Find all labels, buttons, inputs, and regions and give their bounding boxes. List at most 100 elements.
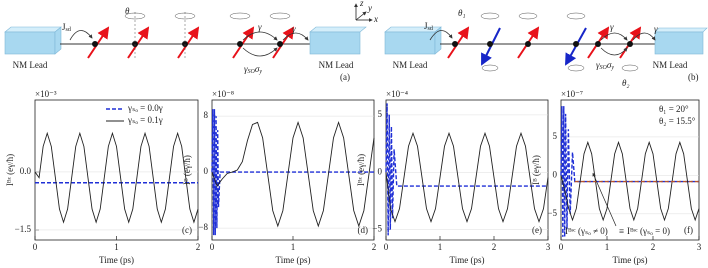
subscript: y (610, 65, 614, 71)
exchange-label: Jsd (62, 22, 71, 33)
hop-arc (282, 32, 309, 41)
hop-arc (632, 32, 656, 41)
data-line (385, 131, 549, 224)
lead (4, 26, 62, 33)
data-line (211, 120, 375, 228)
lead-label: NM Lead (653, 60, 688, 70)
x-tick-label: 1 (291, 242, 296, 252)
angle-label: θ₂ (622, 78, 630, 88)
soc-label: γSOσy (596, 60, 614, 71)
exponent: ×10⁻⁷ (561, 89, 583, 99)
y-tick-label: −8 (198, 222, 208, 232)
lead (654, 31, 704, 55)
annotation: θ₁ = 20° (659, 104, 689, 114)
soc-arc (600, 47, 628, 56)
lead (4, 31, 56, 55)
soc-arc (242, 47, 278, 57)
panel-label: (b) (688, 72, 699, 82)
lead (54, 26, 62, 55)
hop-arc (600, 32, 628, 41)
x-tick-label: 1 (605, 242, 610, 252)
spins (87, 26, 295, 59)
axes-icon (354, 3, 373, 22)
panel-label: (f) (684, 225, 693, 235)
panel-label: (a) (340, 72, 350, 82)
lead-label: NM Lead (319, 60, 354, 70)
x-tick-label: 2 (372, 242, 377, 252)
schematic-b: NM Lead NM Lead θ₁ θ₂ Jsd γ γ γSOσy (b) (384, 8, 708, 88)
data-line (385, 103, 548, 236)
legend-label: γₛₒ = 0.0γ (127, 103, 163, 113)
hop-label: γ (610, 22, 614, 32)
equivalence-right: Iᴮˢᶜ (γₛₒ = 0) (627, 226, 670, 236)
y-tick-label: 8 (204, 110, 209, 120)
y-axis-label: Iᴮ (eγ/ħ) (531, 155, 541, 185)
hop-label: γ (258, 22, 262, 32)
exponent: ×10⁻³ (35, 89, 57, 99)
y-tick-label: 0.0 (20, 166, 32, 176)
hop-label: γ (292, 24, 296, 34)
y-tick-label: 0 (204, 166, 209, 176)
x-tick-label: 2 (492, 242, 497, 252)
panel-label: (e) (532, 225, 542, 235)
precession (480, 12, 639, 72)
symbol: J (62, 22, 66, 32)
subscript: SO (248, 69, 256, 75)
exchange-arc (69, 30, 93, 41)
x-axis-label: Time (ps) (613, 255, 648, 265)
panel-label: (d) (358, 225, 369, 235)
x-tick-label: 2 (196, 242, 201, 252)
angle-label: θ (125, 6, 130, 16)
y-tick-label: 0 (553, 169, 558, 179)
operator: σ (255, 64, 260, 74)
pointer (592, 172, 617, 227)
subscript: SO (600, 65, 608, 71)
x-axis-label: Time (ps) (276, 255, 311, 265)
hop-arc (242, 31, 278, 41)
y-tick-label: 5 (553, 131, 558, 141)
lead-label: NM Lead (13, 60, 48, 70)
plot-frame (560, 99, 700, 241)
x-tick-label: 2 (651, 242, 656, 252)
lead (384, 31, 436, 55)
annotation: θ₂ = 15.5° (659, 116, 696, 126)
legend-label: γₛₒ = 0.1γ (127, 115, 163, 125)
x-tick-label: 0 (384, 242, 389, 252)
x-tick-label: 0 (210, 242, 215, 252)
equivalence-left: Iᴮˢᶜ (γₛₒ ≠ 0) (565, 226, 608, 236)
data-line (34, 131, 199, 224)
y-axis-label: Iᴮᶻ (eγ/ħ) (356, 154, 366, 186)
panel-label: (c) (182, 225, 192, 235)
symbol: J (424, 21, 428, 31)
hop-label: γ (654, 24, 658, 34)
symbol: γ (244, 64, 248, 74)
exponent: ×10⁻⁸ (212, 89, 234, 99)
data-line (560, 140, 700, 222)
subscript: sd (66, 27, 71, 33)
exponent: ×10⁻⁴ (386, 89, 408, 99)
soc-label: γSOσy (244, 64, 262, 75)
y-tick-label: 0 (378, 166, 383, 176)
y-tick-label: −5 (372, 224, 382, 234)
subscript: y (258, 69, 262, 75)
operator: σ (607, 60, 612, 70)
lead (434, 26, 442, 55)
equivalence-symbol: ≡ (619, 226, 624, 236)
x-tick-label: 0 (559, 242, 564, 252)
y-axis-label: Iᴮ (eγ/ħ) (182, 155, 192, 185)
axis-letter: z (359, 0, 364, 8)
x-tick-label: 3 (546, 242, 551, 252)
axis-letter: y (367, 3, 372, 13)
data-line (560, 106, 699, 237)
y-tick-label: −5 (547, 208, 557, 218)
data-line (211, 109, 374, 236)
x-axis-label: Time (ps) (450, 255, 485, 265)
schematic-a: NM Lead NM Lead θ Jsd γ γ γSOσy (a) (4, 6, 367, 82)
x-axis-label: Time (ps) (99, 255, 134, 265)
exchange-label: Jsd (424, 21, 433, 32)
lead-label: NM Lead (393, 60, 428, 70)
subscript: sd (428, 26, 433, 32)
x-tick-label: 3 (697, 242, 702, 252)
axis-letter: x (373, 14, 378, 24)
